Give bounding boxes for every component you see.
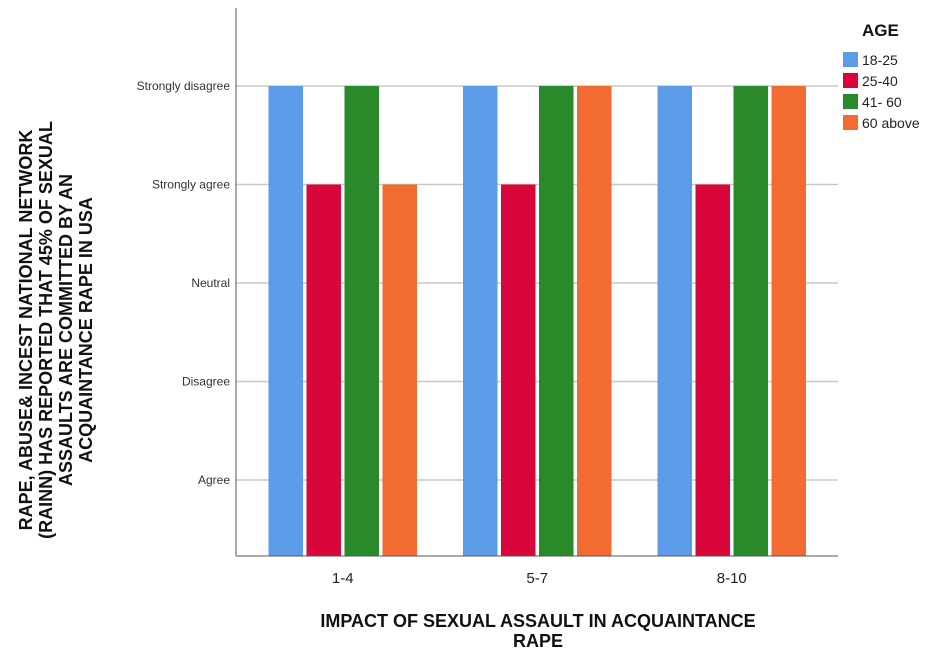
y-axis-title-line: RAPE, ABUSE& INCEST NATIONAL NETWORK bbox=[16, 130, 36, 531]
bar bbox=[463, 86, 498, 556]
y-tick-label: Agree bbox=[198, 473, 230, 487]
x-axis-title-line: RAPE bbox=[513, 631, 563, 651]
x-tick-label: 8-10 bbox=[717, 570, 747, 587]
y-axis-title-line: ACQUAINTANCE RAPE IN USA bbox=[76, 197, 96, 463]
bar bbox=[344, 86, 379, 556]
legend-swatch bbox=[843, 115, 858, 130]
y-axis-title: RAPE, ABUSE& INCEST NATIONAL NETWORK(RAI… bbox=[16, 121, 96, 539]
bar bbox=[733, 86, 768, 556]
bars bbox=[268, 86, 806, 556]
legend: AGE 18-25 25-40 41- 60 60 above bbox=[843, 21, 920, 131]
legend-label: 41- 60 bbox=[862, 94, 902, 110]
legend-label: 25-40 bbox=[862, 73, 898, 89]
y-tick-label: Strongly disagree bbox=[137, 79, 231, 93]
legend-title: AGE bbox=[862, 21, 899, 40]
legend-swatch bbox=[843, 94, 858, 109]
x-tick-labels: 1-4 5-7 8-10 bbox=[332, 570, 747, 587]
bar bbox=[306, 184, 341, 556]
bar bbox=[771, 86, 806, 556]
legend-swatch bbox=[843, 52, 858, 67]
legend-label: 60 above bbox=[862, 115, 920, 131]
bar bbox=[657, 86, 692, 556]
bar bbox=[695, 184, 730, 556]
legend-items: 18-25 25-40 41- 60 60 above bbox=[843, 52, 920, 131]
y-tick-label: Strongly agree bbox=[152, 178, 230, 192]
bar bbox=[268, 86, 303, 556]
x-axis-title-line: IMPACT OF SEXUAL ASSAULT IN ACQUAINTANCE bbox=[320, 611, 755, 631]
y-tick-label: Neutral bbox=[191, 276, 230, 290]
bar bbox=[501, 184, 536, 556]
bar bbox=[382, 184, 417, 556]
y-axis-title-line: ASSAULTS ARE COMMITTED BY AN bbox=[56, 174, 76, 486]
y-axis-title-line: (RAINN) HAS REPORTED THAT 45% OF SEXUAL bbox=[36, 121, 56, 539]
x-tick-label: 5-7 bbox=[526, 570, 548, 587]
bar bbox=[577, 86, 612, 556]
y-tick-labels: Agree Disagree Neutral Strongly agree Strong… bbox=[137, 79, 231, 487]
legend-swatch bbox=[843, 73, 858, 88]
axes bbox=[235, 8, 838, 557]
y-tick-label: Disagree bbox=[182, 375, 230, 389]
x-tick-label: 1-4 bbox=[332, 570, 354, 587]
legend-label: 18-25 bbox=[862, 52, 898, 68]
bar bbox=[539, 86, 574, 556]
x-axis-title: IMPACT OF SEXUAL ASSAULT IN ACQUAINTANCE… bbox=[320, 611, 755, 651]
